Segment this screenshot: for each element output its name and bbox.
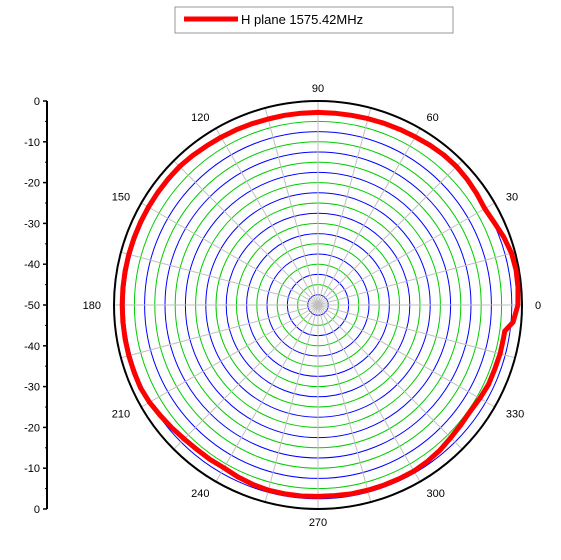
- radial-tick-label: 0: [34, 504, 40, 516]
- angular-tick-label: 210: [112, 409, 130, 421]
- series-layer: [119, 109, 521, 499]
- grid-spoke: [120, 251, 319, 306]
- angular-labels: 0 30 60 90 120 150 180 210 240 270 300 330: [83, 83, 541, 529]
- angular-tick-label: 150: [112, 192, 130, 204]
- grid-spoke: [264, 107, 319, 306]
- angular-tick-label: 330: [506, 409, 524, 421]
- radial-tick-label: -20: [24, 178, 40, 190]
- radial-tick-label: -10: [24, 137, 40, 149]
- radial-tick-label: -40: [24, 259, 40, 271]
- legend-label: H plane 1575.42MHz: [241, 12, 363, 27]
- radial-tick-label: -10: [24, 463, 40, 475]
- radial-tick-label: -30: [24, 382, 40, 394]
- radial-tick-label: -50: [24, 300, 40, 312]
- angular-tick-label: 270: [309, 517, 327, 529]
- grid-spoke: [264, 304, 319, 503]
- radial-tick-label: -20: [24, 422, 40, 434]
- angular-tick-label: 120: [191, 112, 209, 124]
- grid-spoke: [317, 202, 495, 306]
- grid-spoke: [173, 304, 319, 450]
- grid-spoke: [317, 304, 516, 359]
- grid-spoke: [173, 160, 319, 306]
- radial-tick-label: -40: [24, 341, 40, 353]
- grid-spoke: [317, 304, 372, 503]
- grid-spoke: [317, 304, 463, 450]
- angular-tick-label: 300: [427, 488, 445, 500]
- grid-spoke: [215, 128, 319, 306]
- angular-tick-label: 180: [83, 300, 101, 312]
- grid-spoke: [317, 107, 372, 306]
- radial-axis: 0 -10 -20 -30 -40 -50 -40 -30 -20 -10 0: [24, 96, 48, 516]
- grid-spoke: [317, 128, 421, 306]
- radial-tick-label: -30: [24, 218, 40, 230]
- series-trace: [119, 109, 521, 499]
- angular-tick-label: 0: [535, 300, 541, 312]
- grid-layer: [113, 100, 523, 510]
- angular-tick-label: 30: [506, 192, 518, 204]
- grid-spoke: [317, 304, 421, 482]
- angular-tick-label: 90: [312, 83, 324, 95]
- legend: H plane 1575.42MHz: [174, 6, 454, 34]
- grid-spoke: [215, 304, 319, 482]
- angular-tick-label: 60: [427, 112, 439, 124]
- grid-spoke: [317, 304, 495, 408]
- angular-tick-label: 240: [191, 488, 209, 500]
- grid-spoke: [317, 251, 516, 306]
- grid-spoke: [141, 304, 319, 408]
- grid-spoke: [317, 160, 463, 306]
- radial-tick-label: 0: [34, 96, 40, 108]
- outer-ring: [113, 100, 523, 510]
- grid-spoke: [120, 304, 319, 359]
- grid-spoke: [141, 202, 319, 306]
